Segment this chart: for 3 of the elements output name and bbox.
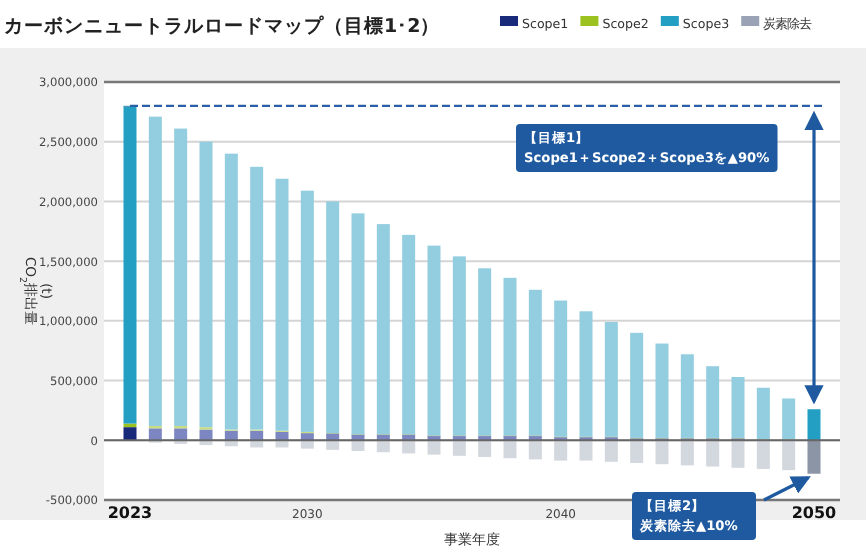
x-tick-label: 2050 (791, 504, 838, 522)
x-tick-label: 2023 (107, 504, 153, 522)
chart-title: カーボンニュートラルロードマップ（目標1･2） (4, 14, 441, 38)
